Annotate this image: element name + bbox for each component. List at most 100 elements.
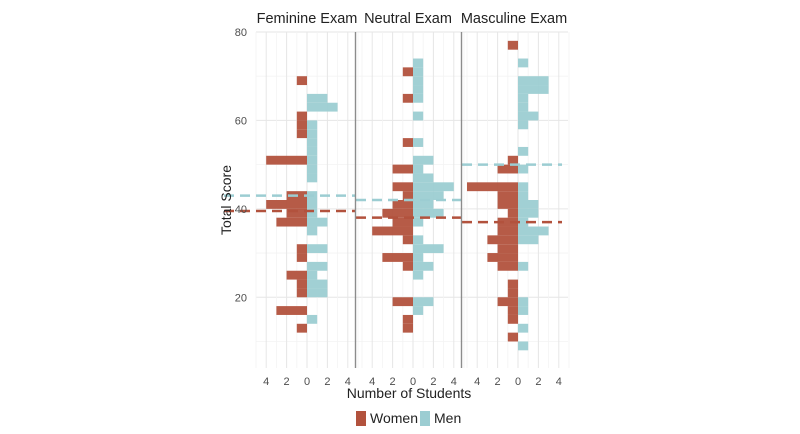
bar-women [497, 297, 518, 307]
bar-women [266, 155, 307, 165]
bar-women [497, 244, 518, 254]
bar-women [507, 40, 518, 50]
legend-swatch-women [356, 411, 366, 426]
bar-men [518, 217, 529, 227]
bar-men [518, 208, 539, 218]
bar-women [296, 129, 307, 139]
bar-men [518, 226, 549, 236]
bar-women [296, 76, 307, 86]
bar-men [518, 261, 529, 271]
panel-dividers [354, 32, 463, 368]
x-tick-label: 2 [535, 376, 541, 388]
bar-men [518, 200, 539, 209]
bar-layer [266, 40, 549, 351]
bar-men [307, 102, 338, 112]
bar-men [307, 93, 328, 103]
bar-men [307, 155, 318, 165]
bar-women [286, 208, 307, 218]
bar-women [402, 314, 413, 324]
legend-label-women: Women [370, 410, 418, 426]
y-tick-label: 80 [235, 27, 247, 39]
x-tick-label: 4 [369, 376, 375, 388]
bar-men [518, 111, 539, 121]
bar-men [518, 164, 529, 174]
bar-women [507, 279, 518, 289]
bar-men [413, 200, 434, 209]
bar-men [413, 270, 424, 280]
bar-men [518, 93, 529, 103]
bar-women [402, 235, 413, 245]
bar-men [413, 67, 424, 77]
bar-men [307, 244, 328, 254]
bar-women [392, 200, 413, 209]
y-tick-label: 20 [235, 292, 247, 304]
x-tick-label: 4 [451, 376, 457, 388]
bar-men [307, 129, 318, 139]
bar-women [467, 182, 518, 192]
bar-women [382, 253, 413, 262]
bar-women [507, 288, 518, 298]
legend-swatch-men [420, 411, 430, 426]
bar-women [507, 208, 518, 218]
bar-men [413, 261, 434, 271]
x-tick-label: 0 [515, 376, 521, 388]
bar-men [307, 200, 318, 209]
bar-men [307, 146, 318, 156]
bar-men [413, 58, 424, 68]
bar-women [507, 155, 518, 165]
bar-men [307, 261, 328, 271]
bar-men [413, 235, 424, 245]
legend: Women Men [356, 410, 461, 426]
bar-men [307, 279, 328, 289]
bar-women [497, 261, 518, 271]
bar-women [392, 182, 413, 192]
bar-men [518, 191, 529, 200]
bar-men [518, 102, 529, 112]
x-tick-label: 2 [430, 376, 436, 388]
bar-women [402, 191, 413, 200]
bar-women [497, 226, 518, 236]
bar-men [413, 173, 434, 183]
bar-women [392, 164, 413, 174]
bar-men [413, 244, 444, 254]
bar-men [518, 306, 529, 315]
bar-men [413, 111, 424, 121]
x-tick-label: 4 [263, 376, 269, 388]
bar-women [296, 323, 307, 333]
bar-men [307, 164, 318, 174]
bar-men [307, 226, 318, 236]
y-tick-label: 60 [235, 115, 247, 127]
bar-men [307, 120, 318, 130]
x-tick-label: 0 [304, 376, 310, 388]
bar-men [518, 182, 529, 192]
bar-men [413, 306, 424, 315]
bar-women [266, 200, 307, 209]
bar-men [307, 217, 328, 227]
bar-men [413, 155, 434, 165]
x-tick-label: 2 [324, 376, 330, 388]
bar-women [296, 253, 307, 262]
x-tick-label: 2 [390, 376, 396, 388]
bar-men [413, 93, 424, 103]
bar-men [518, 341, 529, 351]
bar-women [276, 306, 307, 315]
bar-women [497, 200, 518, 209]
bar-women [497, 217, 518, 227]
bar-men [307, 288, 328, 298]
x-tick-label: 4 [556, 376, 562, 388]
bar-women [296, 120, 307, 130]
bar-men [307, 173, 318, 183]
panel-title: Neutral Exam [364, 11, 452, 27]
bar-women [507, 306, 518, 315]
bar-women [402, 138, 413, 147]
bar-men [413, 217, 424, 227]
bar-men [518, 297, 529, 307]
x-tick-label: 4 [345, 376, 351, 388]
y-axis-title: Total Score [218, 165, 234, 235]
text-layer: Feminine Exam Neutral Exam Masculine Exam 2… [235, 11, 567, 388]
bar-women [402, 261, 413, 271]
bar-men [518, 323, 529, 333]
mean-lines-layer [224, 163, 562, 224]
bar-men [518, 146, 529, 156]
bar-women [286, 270, 307, 280]
